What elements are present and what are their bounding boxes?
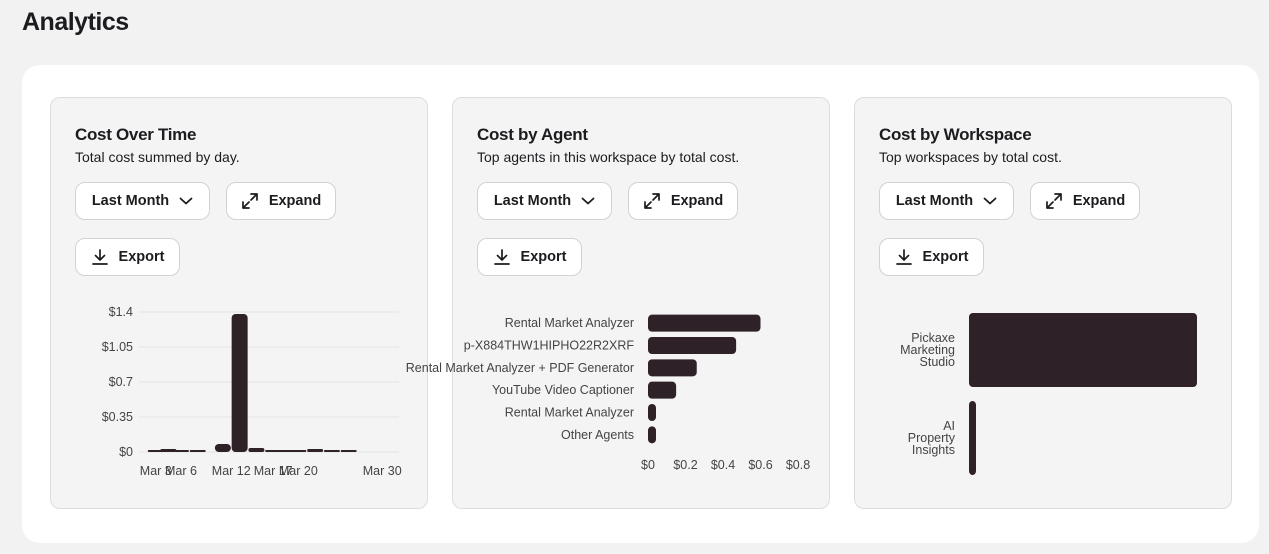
x-tick-label: Mar 20: [279, 464, 318, 478]
y-tick-label: p-X884THW1HIPHO22R2XRF: [464, 339, 635, 353]
x-tick-label: $0: [641, 458, 655, 472]
chart-bar: [648, 426, 656, 444]
chevron-down-icon: [581, 196, 595, 206]
chart-bar: [323, 450, 340, 452]
chevron-down-icon: [983, 196, 997, 206]
x-tick-label: Mar 6: [165, 464, 197, 478]
card-title: Cost by Agent: [477, 125, 588, 144]
chart-bar: [248, 448, 265, 452]
chart-bar: [214, 444, 231, 452]
page-title: Analytics: [22, 8, 129, 36]
card-subtitle: Top agents in this workspace by total co…: [477, 149, 740, 165]
export-button[interactable]: Export: [879, 238, 984, 276]
x-tick-label: Mar 3: [140, 464, 172, 478]
chart-bar: [265, 450, 282, 452]
y-tick-label: Other Agents: [561, 428, 634, 442]
expand-label: Expand: [670, 193, 724, 209]
y-tick-label: Rental Market Analyzer + PDF Generator: [406, 361, 634, 375]
cost-by-agent-chart: Rental Market Analyzer p-X884THW1HIPHO22R…: [406, 314, 810, 472]
expand-icon: [241, 192, 259, 210]
chart-bar: [189, 450, 206, 452]
cost-over-time-card: Cost Over Time Total cost summed by day.…: [50, 97, 428, 509]
x-tick-label: $0.2: [673, 458, 697, 472]
chart-bar: [648, 404, 656, 421]
card-title: Cost Over Time: [75, 125, 197, 144]
cost-by-workspace-card: Cost by Workspace Top workspaces by tota…: [854, 97, 1232, 509]
y-tick-label: $0: [119, 445, 133, 459]
card-subtitle: Total cost summed by day.: [75, 149, 240, 165]
cost-by-agent-card: Cost by Agent Top agents in this workspa…: [406, 97, 830, 509]
download-icon: [493, 248, 511, 266]
x-tick-label: $0.8: [786, 458, 810, 472]
x-tick-label: Mar 30: [363, 464, 402, 478]
date-range-dropdown[interactable]: Last Month: [879, 182, 1014, 220]
y-tick-label: Rental Market Analyzer: [505, 316, 634, 330]
expand-icon: [643, 192, 661, 210]
chart-bar: [969, 313, 1197, 387]
x-tick-label: Mar 17: [254, 464, 293, 478]
export-label: Export: [520, 249, 567, 265]
download-icon: [895, 248, 913, 266]
x-tick-label: Mar 12: [212, 464, 251, 478]
y-tick-label: $1.05: [102, 340, 133, 354]
export-button[interactable]: Export: [477, 238, 582, 276]
chart-bar: [231, 314, 248, 452]
chart-bar: [307, 449, 324, 452]
y-tick-label: YouTube Video Captioner: [492, 383, 634, 397]
chart-bar: [160, 449, 177, 452]
download-icon: [91, 248, 109, 266]
x-tick-label: $0.6: [748, 458, 772, 472]
expand-label: Expand: [1072, 193, 1126, 209]
chart-bar: [147, 450, 164, 452]
chart-bar: [340, 450, 357, 452]
y-tick-label: Pickaxe Marketing Studio: [900, 331, 955, 369]
chart-bar: [969, 401, 976, 475]
date-range-label: Last Month: [493, 193, 572, 209]
chart-bar: [648, 314, 761, 332]
export-button[interactable]: Export: [75, 238, 180, 276]
export-label: Export: [118, 249, 165, 265]
cost-by-workspace-chart: Pickaxe Marketing Studio AI Property Insights: [900, 313, 1197, 475]
export-label: Export: [922, 249, 969, 265]
date-range-label: Last Month: [91, 193, 170, 209]
y-tick-label: $0.7: [109, 375, 133, 389]
chart-bar: [290, 450, 307, 452]
chart-bar: [648, 381, 677, 399]
chart-bar: [648, 337, 737, 354]
date-range-dropdown[interactable]: Last Month: [477, 182, 612, 220]
chevron-down-icon: [179, 196, 193, 206]
card-title: Cost by Workspace: [879, 125, 1032, 144]
date-range-dropdown[interactable]: Last Month: [75, 182, 210, 220]
expand-button[interactable]: Expand: [628, 182, 738, 220]
expand-icon: [1045, 192, 1063, 210]
date-range-label: Last Month: [895, 193, 974, 209]
y-tick-label: $0.35: [102, 410, 133, 424]
x-tick-label: $0.4: [711, 458, 735, 472]
y-tick-label: AI Property Insights: [908, 419, 956, 457]
chart-bar: [648, 359, 697, 377]
expand-label: Expand: [268, 193, 322, 209]
chart-bar: [277, 450, 294, 452]
expand-button[interactable]: Expand: [226, 182, 336, 220]
y-tick-label: Rental Market Analyzer: [505, 406, 634, 420]
expand-button[interactable]: Expand: [1030, 182, 1140, 220]
y-tick-label: $1.4: [109, 305, 133, 319]
card-subtitle: Top workspaces by total cost.: [879, 149, 1062, 165]
chart-bar: [172, 450, 189, 452]
